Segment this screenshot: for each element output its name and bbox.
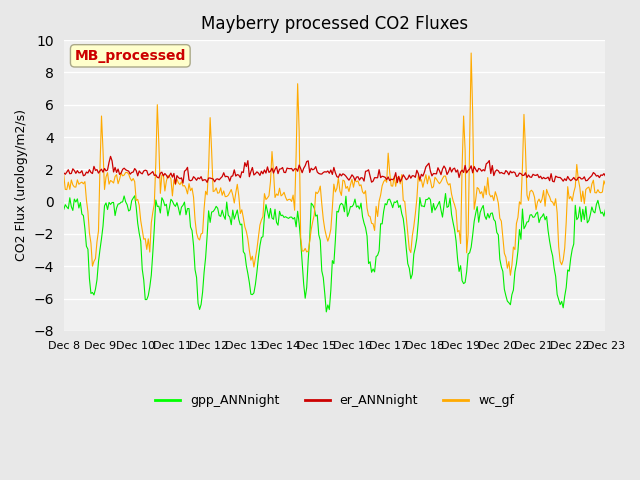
Legend: gpp_ANNnight, er_ANNnight, wc_gf: gpp_ANNnight, er_ANNnight, wc_gf (150, 389, 519, 412)
Text: MB_processed: MB_processed (75, 49, 186, 63)
Y-axis label: CO2 Flux (urology/m2/s): CO2 Flux (urology/m2/s) (15, 109, 28, 262)
Title: Mayberry processed CO2 Fluxes: Mayberry processed CO2 Fluxes (201, 15, 468, 33)
